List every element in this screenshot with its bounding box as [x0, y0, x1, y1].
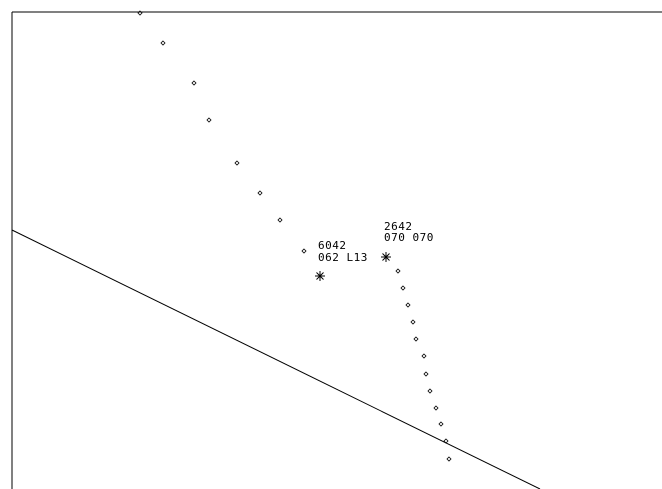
- history-dot: [277, 217, 283, 223]
- target-symbol-6042[interactable]: [315, 271, 325, 281]
- history-dot: [395, 268, 401, 274]
- history-dot: [137, 10, 143, 16]
- data-block-line2: 062 L13: [318, 251, 368, 264]
- history-dot: [234, 160, 240, 166]
- asterisk-stroke: [316, 272, 324, 280]
- data-block-6042[interactable]: 6042 062 L13: [318, 239, 368, 264]
- history-dot: [405, 302, 411, 308]
- boundary-line: [11, 229, 541, 489]
- data-block-line1: 6042: [318, 239, 347, 252]
- history-dot: [410, 319, 416, 325]
- history-dot: [206, 117, 212, 123]
- history-dot: [421, 353, 427, 359]
- history-dot: [160, 40, 166, 46]
- history-dot: [423, 371, 429, 377]
- history-dot: [400, 285, 406, 291]
- data-block-2642[interactable]: 2642 070 070: [384, 220, 434, 244]
- history-trail-1: [137, 10, 307, 254]
- history-dot: [446, 456, 452, 462]
- history-dot: [413, 336, 419, 342]
- history-dot: [427, 388, 433, 394]
- asterisk-stroke: [382, 253, 390, 261]
- history-dot: [301, 248, 307, 254]
- target-symbol-2642[interactable]: [381, 252, 391, 262]
- history-dot: [443, 438, 449, 444]
- history-dot: [438, 421, 444, 427]
- data-block-line1: 2642: [384, 220, 413, 233]
- history-trail-2: [395, 268, 452, 462]
- history-dot: [191, 80, 197, 86]
- data-block-line2: 070 070: [384, 231, 434, 244]
- history-dot: [257, 190, 263, 196]
- history-dot: [433, 405, 439, 411]
